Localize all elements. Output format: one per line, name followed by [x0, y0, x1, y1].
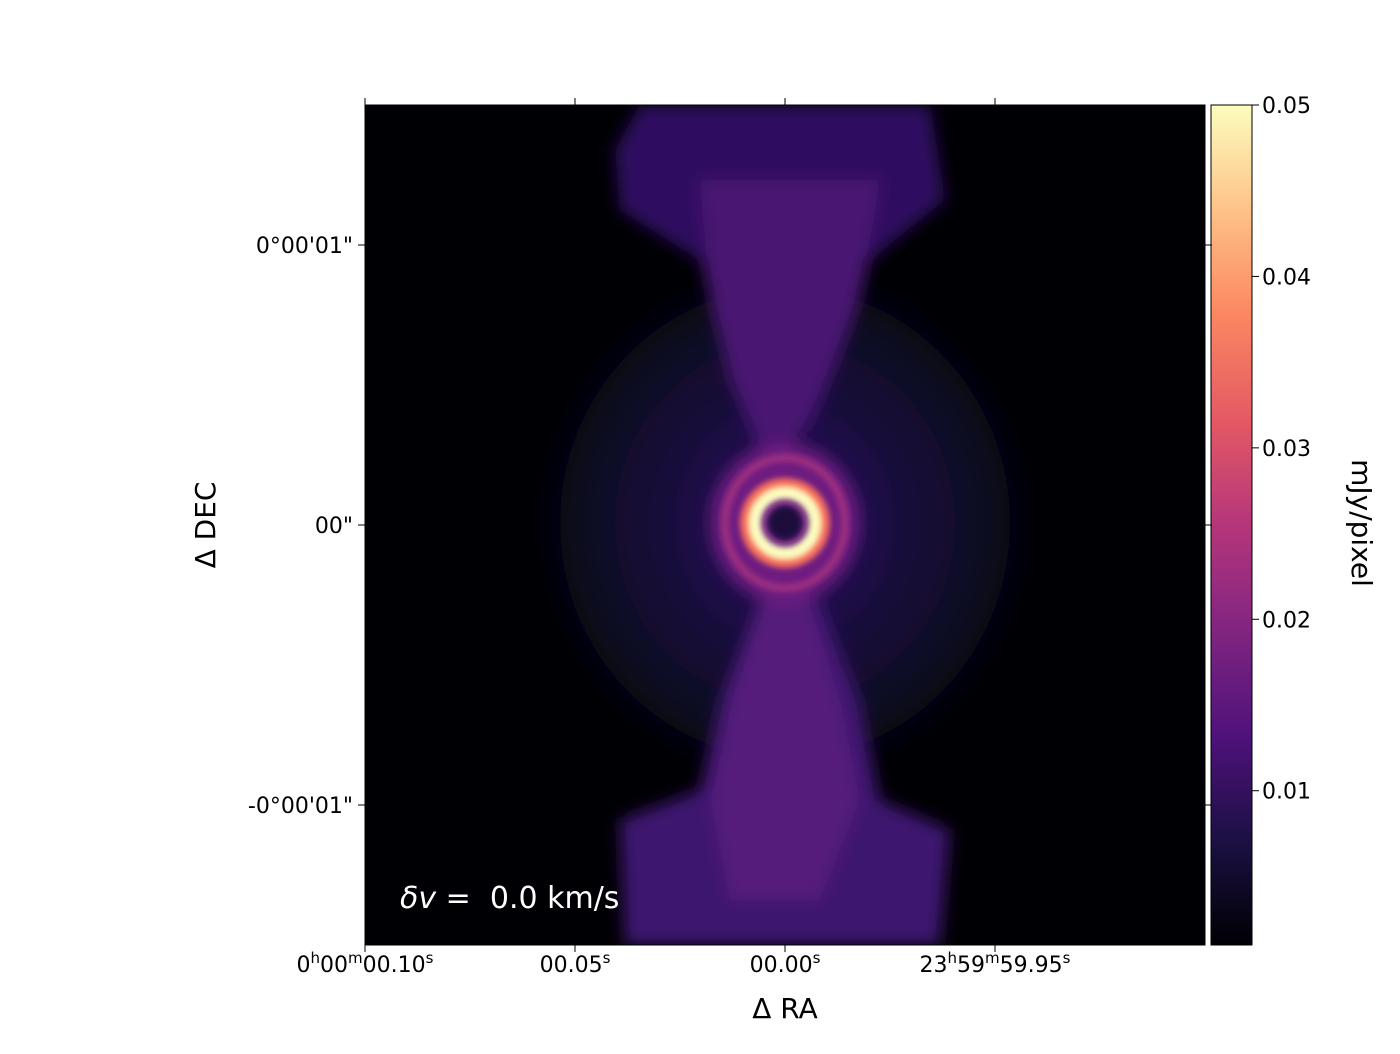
x-tick-label: 0h00m00.10s [297, 949, 434, 978]
colorbar-tick-label: 0.03 [1262, 437, 1311, 462]
annotation: δv = 0.0 km/s [400, 881, 619, 916]
x-tick-label: 00.05s [540, 949, 611, 978]
y-tick-label: 0°00'01" [256, 234, 353, 259]
x-tick-label: 00.00s [750, 949, 821, 978]
x-axis-label: Δ RA [752, 992, 818, 1025]
colorbar [1210, 104, 1253, 946]
colorbar-tick-label: 0.04 [1262, 265, 1311, 290]
colorbar-label: mJy/pixel [1345, 459, 1378, 587]
y-axis-label: Δ DEC [189, 482, 222, 569]
colorbar-tick-label: 0.01 [1262, 780, 1311, 805]
x-tick-label: 23h59m59.95s [920, 949, 1071, 978]
colorbar-tick-label: 0.05 [1262, 94, 1311, 119]
y-tick-label: 00" [315, 514, 353, 539]
colorbar-tick-label: 0.02 [1262, 608, 1311, 633]
emission-image [365, 105, 1205, 945]
y-tick-label: -0°00'01" [248, 794, 353, 819]
